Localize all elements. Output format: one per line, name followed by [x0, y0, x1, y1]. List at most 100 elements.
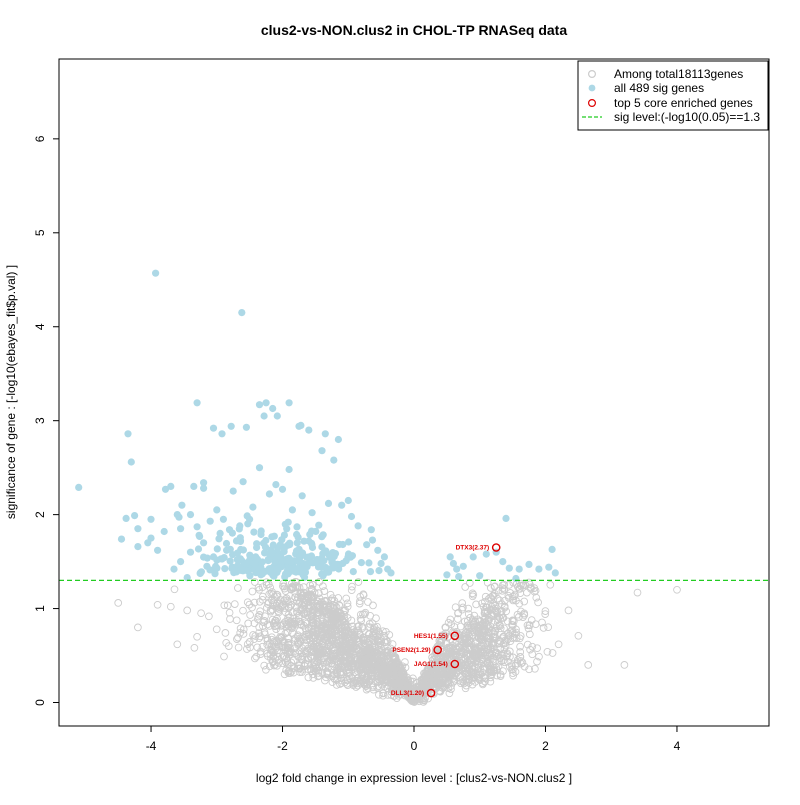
highlight-point-label: DTX3(2.37)	[456, 545, 490, 552]
nonsig-point	[525, 665, 533, 674]
sig-point	[287, 558, 295, 566]
sig-point	[354, 522, 362, 530]
nonsig-point	[499, 667, 507, 675]
highlight-point	[450, 631, 460, 641]
nonsig-point	[330, 626, 339, 634]
sig-point	[250, 528, 258, 536]
nonsig-point	[516, 648, 525, 656]
sig-point	[238, 309, 246, 317]
nonsig-point	[431, 668, 439, 677]
nonsig-point	[495, 613, 503, 622]
nonsig-point	[337, 659, 345, 667]
nonsig-point	[310, 631, 319, 639]
nonsig-point	[236, 624, 245, 633]
nonsig-point	[509, 671, 517, 680]
nonsig-point	[375, 639, 384, 647]
nonsig-point	[280, 596, 288, 605]
sig-point	[476, 572, 484, 580]
sig-point	[242, 423, 250, 431]
nonsig-point	[401, 691, 409, 700]
x-tick-label: -2	[277, 739, 288, 753]
nonsig-point	[471, 678, 480, 686]
nonsig-point	[354, 634, 363, 643]
sig-point	[265, 490, 273, 498]
nonsig-point	[369, 685, 378, 694]
sig-point	[268, 549, 277, 557]
nonsig-point	[318, 637, 327, 646]
nonsig-point	[249, 631, 257, 639]
sig-point	[459, 562, 467, 570]
nonsig-point	[331, 609, 340, 617]
y-tick-label: 5	[33, 229, 47, 236]
nonsig-point	[491, 582, 499, 591]
nonsig-point	[463, 652, 471, 660]
nonsig-point	[114, 599, 123, 607]
sig-point	[455, 573, 463, 581]
sig-point	[548, 545, 556, 554]
sig-point	[273, 412, 281, 420]
sig-point	[334, 435, 342, 444]
nonsig-point	[272, 625, 280, 633]
sig-point	[200, 479, 208, 487]
nonsig-point	[508, 616, 517, 625]
sig-point	[269, 541, 277, 549]
sig-point	[127, 458, 135, 466]
nonsig-point	[263, 649, 272, 658]
nonsig-point	[284, 667, 293, 676]
nonsig-point	[505, 662, 514, 671]
nonsig-point	[295, 634, 304, 643]
nonsig-point	[292, 578, 301, 586]
nonsig-point	[291, 620, 300, 629]
nonsig-point	[173, 640, 182, 649]
nonsig-point	[673, 585, 681, 594]
nonsig-point	[384, 665, 393, 674]
nonsig-point	[263, 634, 272, 643]
nonsig-point	[554, 640, 563, 649]
sig-point	[307, 539, 316, 547]
nonsig-point	[548, 649, 557, 657]
nonsig-point	[500, 585, 509, 594]
y-tick-label: 4	[33, 323, 47, 330]
nonsig-point	[345, 669, 354, 678]
nonsig-point	[461, 629, 470, 638]
sig-point	[292, 568, 300, 576]
nonsig-point	[341, 647, 350, 655]
nonsig-point	[225, 608, 234, 617]
nonsig-point	[317, 628, 326, 636]
nonsig-point	[391, 682, 400, 690]
nonsig-point	[388, 640, 397, 648]
sig-point	[154, 546, 162, 554]
nonsig-point	[335, 601, 343, 609]
nonsig-point	[360, 655, 368, 664]
nonsig-point	[254, 612, 263, 621]
nonsig-point	[511, 661, 520, 670]
nonsig-point	[461, 664, 470, 673]
nonsig-point	[476, 629, 484, 638]
highlight-point-label: PSEN2(1.29)	[392, 647, 430, 654]
nonsig-point	[379, 691, 387, 700]
sig-point	[525, 560, 533, 569]
nonsig-point	[520, 611, 529, 619]
nonsig-point	[327, 626, 336, 634]
nonsig-point	[427, 660, 436, 669]
nonsig-point	[512, 634, 521, 642]
nonsig-point	[258, 642, 267, 651]
nonsig-point	[491, 633, 499, 642]
nonsig-point	[359, 648, 367, 656]
nonsig-point	[343, 650, 351, 659]
nonsig-point	[264, 598, 273, 607]
nonsig-point	[233, 635, 241, 643]
nonsig-point	[234, 643, 243, 652]
nonsig-point	[496, 607, 505, 616]
nonsig-point	[530, 584, 539, 592]
sig-point	[186, 548, 195, 556]
nonsig-point	[378, 665, 387, 674]
highlight-point	[491, 543, 501, 552]
nonsig-point	[546, 580, 555, 589]
nonsig-point	[516, 632, 525, 640]
sig-point	[308, 527, 316, 535]
nonsig-point	[373, 672, 382, 681]
highlight-points: DTX3(2.37) HES1(1.55) PSEN2(1.29) JAG1(1.54…	[391, 543, 501, 698]
nonsig-point	[499, 633, 507, 641]
